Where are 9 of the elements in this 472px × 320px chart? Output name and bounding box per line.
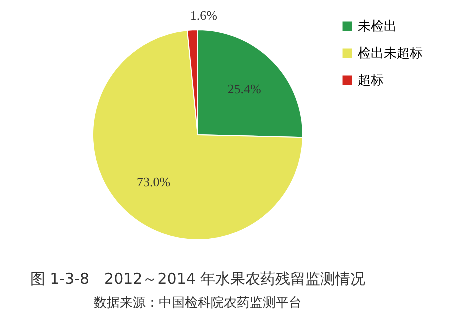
text: 数据来源：中国检科院农药监测平台	[94, 296, 302, 311]
data-label: 73.0%	[136, 174, 171, 190]
data-label: 25.4%	[228, 82, 262, 97]
pie-slice	[92, 30, 304, 240]
legend-label: 超标	[358, 74, 384, 88]
legend-label: 未检出	[358, 20, 397, 34]
text: 图 1-3-8 2012～2014 年水果农药残留监测情况	[30, 270, 366, 288]
data-label: 1.6%	[190, 8, 218, 24]
legend-label: 检出未超标	[358, 46, 423, 62]
